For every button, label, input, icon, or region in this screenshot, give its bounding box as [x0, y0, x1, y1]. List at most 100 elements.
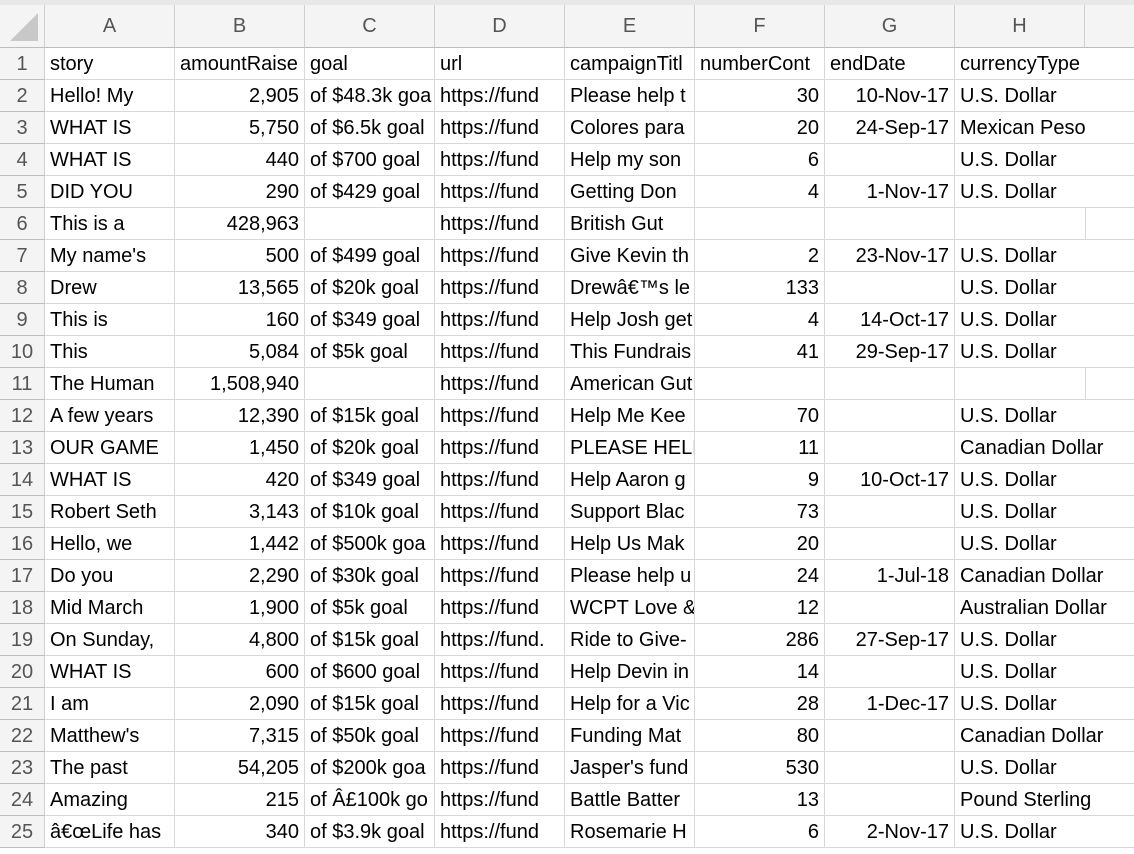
cell[interactable]: Help my son	[565, 144, 695, 176]
select-all-corner[interactable]	[0, 5, 45, 48]
cell[interactable]: https://fund	[435, 528, 565, 560]
cell[interactable]: 54,205	[175, 752, 305, 784]
cell[interactable]	[955, 208, 1134, 240]
cell[interactable]: 14-Oct-17	[825, 304, 955, 336]
cell[interactable]: of $349 goal	[305, 464, 435, 496]
cell[interactable]: Jasper's fund	[565, 752, 695, 784]
cell[interactable]: Canadian Dollar	[955, 560, 1134, 592]
row-header[interactable]: 13	[0, 432, 45, 464]
cell[interactable]: Help Josh get	[565, 304, 695, 336]
cell[interactable]: numberCont	[695, 48, 825, 80]
cell[interactable]: Ride to Give-	[565, 624, 695, 656]
cell[interactable]: This is a	[45, 208, 175, 240]
column-header[interactable]: A	[45, 5, 175, 48]
cell[interactable]: Help Us Mak	[565, 528, 695, 560]
cell[interactable]: Pound Sterling	[955, 784, 1134, 816]
cell[interactable]	[825, 784, 955, 816]
cell[interactable]: 1-Nov-17	[825, 176, 955, 208]
cell[interactable]: 530	[695, 752, 825, 784]
cell[interactable]: Drew	[45, 272, 175, 304]
row-header[interactable]: 10	[0, 336, 45, 368]
cell[interactable]	[825, 368, 955, 400]
cell[interactable]: 1,442	[175, 528, 305, 560]
cell[interactable]: 80	[695, 720, 825, 752]
cell[interactable]	[825, 528, 955, 560]
cell[interactable]	[825, 752, 955, 784]
cell[interactable]: of $10k goal	[305, 496, 435, 528]
cell[interactable]	[305, 208, 435, 240]
cell[interactable]: https://fund	[435, 400, 565, 432]
cell[interactable]: Help Me Kee	[565, 400, 695, 432]
row-header[interactable]: 3	[0, 112, 45, 144]
row-header[interactable]: 18	[0, 592, 45, 624]
row-header[interactable]: 9	[0, 304, 45, 336]
row-header[interactable]: 25	[0, 816, 45, 848]
cell[interactable]: 340	[175, 816, 305, 848]
cell[interactable]	[825, 720, 955, 752]
cell[interactable]: 23-Nov-17	[825, 240, 955, 272]
cell[interactable]: 440	[175, 144, 305, 176]
row-header[interactable]: 23	[0, 752, 45, 784]
cell[interactable]	[825, 656, 955, 688]
cell[interactable]: https://fund	[435, 304, 565, 336]
cell[interactable]	[825, 432, 955, 464]
row-header[interactable]: 6	[0, 208, 45, 240]
cell[interactable]: 1-Dec-17	[825, 688, 955, 720]
cell[interactable]: Drewâ€™s le	[565, 272, 695, 304]
cell[interactable]	[955, 368, 1134, 400]
cell[interactable]	[825, 208, 955, 240]
cell[interactable]: goal	[305, 48, 435, 80]
cell[interactable]: 24	[695, 560, 825, 592]
column-header[interactable]: E	[565, 5, 695, 48]
cell[interactable]: of $15k goal	[305, 400, 435, 432]
cell[interactable]: Colores para	[565, 112, 695, 144]
column-header[interactable]: H	[955, 5, 1085, 48]
cell[interactable]: 14	[695, 656, 825, 688]
cell[interactable]: 428,963	[175, 208, 305, 240]
cell[interactable]: Canadian Dollar	[955, 720, 1134, 752]
cell[interactable]: of $20k goal	[305, 272, 435, 304]
cell[interactable]: The Human	[45, 368, 175, 400]
cell[interactable]: The past	[45, 752, 175, 784]
cell[interactable]: U.S. Dollar	[955, 272, 1134, 304]
cell[interactable]: 29-Sep-17	[825, 336, 955, 368]
cell[interactable]: 5,750	[175, 112, 305, 144]
cell[interactable]: 1,900	[175, 592, 305, 624]
cell[interactable]: https://fund	[435, 784, 565, 816]
cell[interactable]: https://fund	[435, 368, 565, 400]
cell[interactable]: WHAT IS	[45, 144, 175, 176]
cell[interactable]: of $50k goal	[305, 720, 435, 752]
row-header[interactable]: 11	[0, 368, 45, 400]
cell[interactable]: https://fund.	[435, 624, 565, 656]
cell[interactable]: Hello, we	[45, 528, 175, 560]
cell[interactable]: This	[45, 336, 175, 368]
cell[interactable]: of $5k goal	[305, 592, 435, 624]
cell[interactable]: of $30k goal	[305, 560, 435, 592]
cell[interactable]: 600	[175, 656, 305, 688]
cell[interactable]: U.S. Dollar	[955, 816, 1134, 848]
cell[interactable]: 13,565	[175, 272, 305, 304]
cell[interactable]: 7,315	[175, 720, 305, 752]
cell[interactable]: https://fund	[435, 336, 565, 368]
cell[interactable]: U.S. Dollar	[955, 624, 1134, 656]
cell[interactable]: 286	[695, 624, 825, 656]
cell[interactable]: Help for a Vic	[565, 688, 695, 720]
cell[interactable]: 13	[695, 784, 825, 816]
cell[interactable]: of $429 goal	[305, 176, 435, 208]
cell[interactable]: Help Aaron g	[565, 464, 695, 496]
cell[interactable]: 500	[175, 240, 305, 272]
cell[interactable]: 4,800	[175, 624, 305, 656]
row-header[interactable]: 1	[0, 48, 45, 80]
cell[interactable]: DID YOU	[45, 176, 175, 208]
cell[interactable]: 6	[695, 816, 825, 848]
cell[interactable]: WCPT Love &	[565, 592, 695, 624]
cell[interactable]: American Gut	[565, 368, 695, 400]
cell[interactable]: 3,143	[175, 496, 305, 528]
cell[interactable]: My name's	[45, 240, 175, 272]
cell[interactable]: 73	[695, 496, 825, 528]
row-header[interactable]: 22	[0, 720, 45, 752]
cell[interactable]: On Sunday,	[45, 624, 175, 656]
row-header[interactable]: 2	[0, 80, 45, 112]
cell[interactable]: Australian Dollar	[955, 592, 1134, 624]
cell[interactable]: 2-Nov-17	[825, 816, 955, 848]
